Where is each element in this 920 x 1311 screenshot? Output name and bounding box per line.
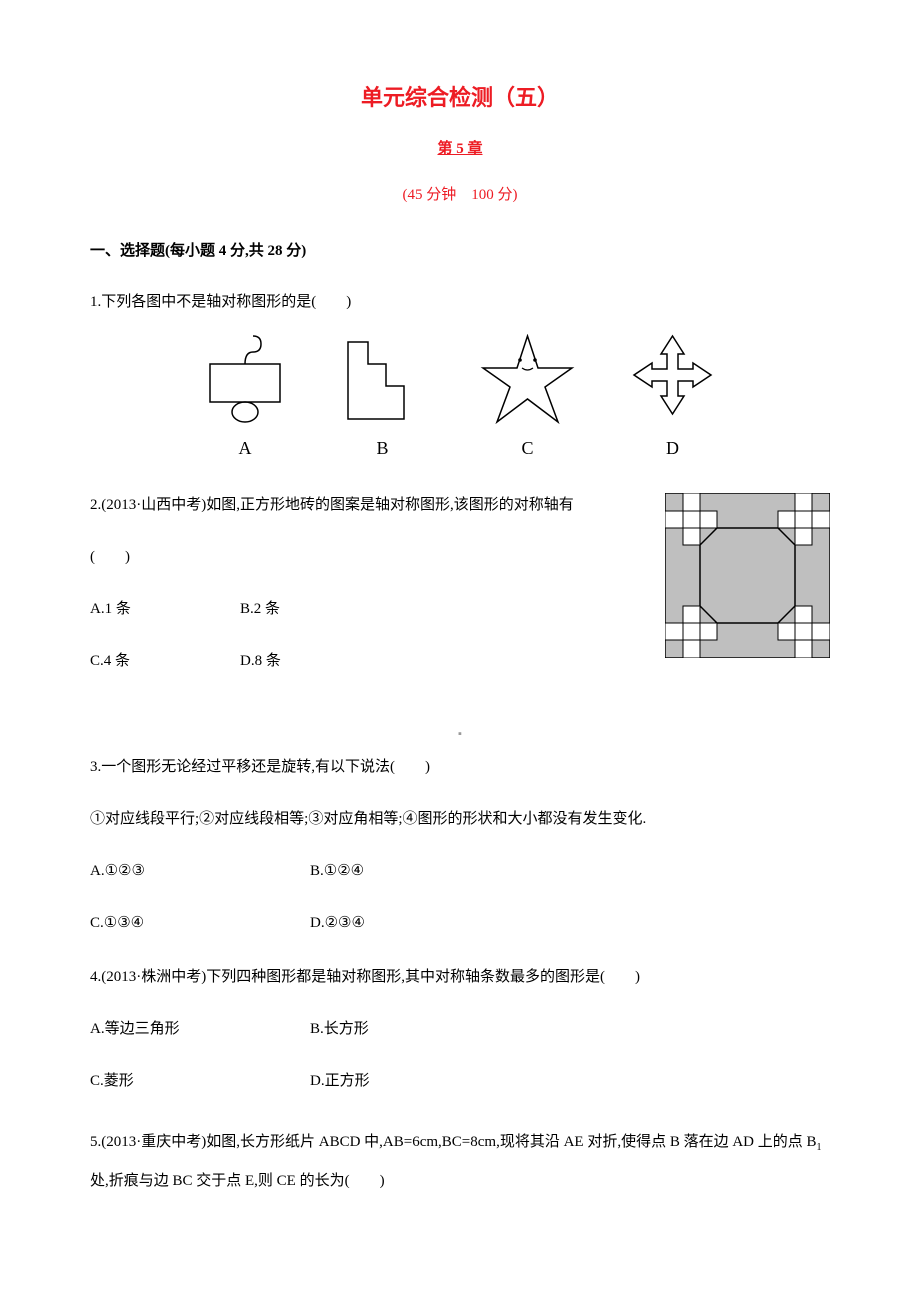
- page-dot-marker: ▪: [90, 728, 830, 740]
- figure-c-label: C: [521, 434, 533, 463]
- arrows-cross-icon: [630, 334, 715, 424]
- q4-option-a: A.等边三角形: [90, 1017, 310, 1041]
- figure-d: D: [630, 334, 715, 463]
- hanger-icon: [205, 334, 285, 424]
- question-2-options-ab: A.1 条 B.2 条: [90, 597, 650, 621]
- question-3: 3.一个图形无论经过平移还是旋转,有以下说法( ) ①对应线段平行;②对应线段相…: [90, 755, 830, 935]
- question-2-text: 2.(2013·山西中考)如图,正方形地砖的图案是轴对称图形,该图形的对称轴有: [90, 493, 650, 517]
- stairs-icon: [340, 334, 425, 424]
- time-score-label: (45 分钟 100 分): [90, 183, 830, 204]
- figure-c: C: [480, 334, 575, 463]
- q4-option-b: B.长方形: [310, 1017, 369, 1041]
- figure-b-label: B: [376, 434, 388, 463]
- q2-option-a: A.1 条: [90, 597, 240, 621]
- document-title: 单元综合检测（五）: [90, 80, 830, 112]
- question-4: 4.(2013·株洲中考)下列四种图形都是轴对称图形,其中对称轴条数最多的图形是…: [90, 965, 830, 1093]
- question-3-options-cd: C.①③④ D.②③④: [90, 911, 830, 935]
- figure-a-label: A: [239, 434, 252, 463]
- q4-option-d: D.正方形: [310, 1069, 370, 1093]
- question-4-options-ab: A.等边三角形 B.长方形: [90, 1017, 830, 1041]
- q3-option-a: A.①②③: [90, 859, 310, 883]
- question-1: 1.下列各图中不是轴对称图形的是( ) A B C: [90, 290, 830, 463]
- section-1-heading: 一、选择题(每小题 4 分,共 28 分): [90, 239, 830, 260]
- question-1-text: 1.下列各图中不是轴对称图形的是( ): [90, 290, 830, 314]
- q2-option-c: C.4 条: [90, 649, 240, 673]
- tile-pattern-icon: [665, 493, 830, 658]
- question-2-paren: ( ): [90, 545, 650, 569]
- q3-option-c: C.①③④: [90, 911, 310, 935]
- question-3-options-ab: A.①②③ B.①②④: [90, 859, 830, 883]
- q2-option-b: B.2 条: [240, 597, 390, 621]
- question-3-line2: ①对应线段平行;②对应线段相等;③对应角相等;④图形的形状和大小都没有发生变化.: [90, 807, 830, 831]
- question-2: 2.(2013·山西中考)如图,正方形地砖的图案是轴对称图形,该图形的对称轴有 …: [90, 493, 830, 701]
- question-4-options-cd: C.菱形 D.正方形: [90, 1069, 830, 1093]
- star-icon: [480, 334, 575, 424]
- q3-option-b: B.①②④: [310, 859, 364, 883]
- question-4-text: 4.(2013·株洲中考)下列四种图形都是轴对称图形,其中对称轴条数最多的图形是…: [90, 965, 830, 989]
- question-1-figures: A B C D: [90, 334, 830, 463]
- question-5: 5.(2013·重庆中考)如图,长方形纸片 ABCD 中,AB=6cm,BC=8…: [90, 1123, 830, 1201]
- question-2-options-cd: C.4 条 D.8 条: [90, 649, 650, 673]
- question-5-sub: 1: [817, 1142, 822, 1153]
- chapter-subtitle: 第 5 章: [90, 137, 830, 158]
- figure-d-label: D: [666, 434, 679, 463]
- q2-option-d: D.8 条: [240, 649, 390, 673]
- figure-b: B: [340, 334, 425, 463]
- q4-option-c: C.菱形: [90, 1069, 310, 1093]
- question-5-text-post: 处,折痕与边 BC 交于点 E,则 CE 的长为( ): [90, 1173, 385, 1189]
- question-5-text-pre: 5.(2013·重庆中考)如图,长方形纸片 ABCD 中,AB=6cm,BC=8…: [90, 1134, 817, 1150]
- figure-a: A: [205, 334, 285, 463]
- question-3-text: 3.一个图形无论经过平移还是旋转,有以下说法( ): [90, 755, 830, 779]
- q3-option-d: D.②③④: [310, 911, 365, 935]
